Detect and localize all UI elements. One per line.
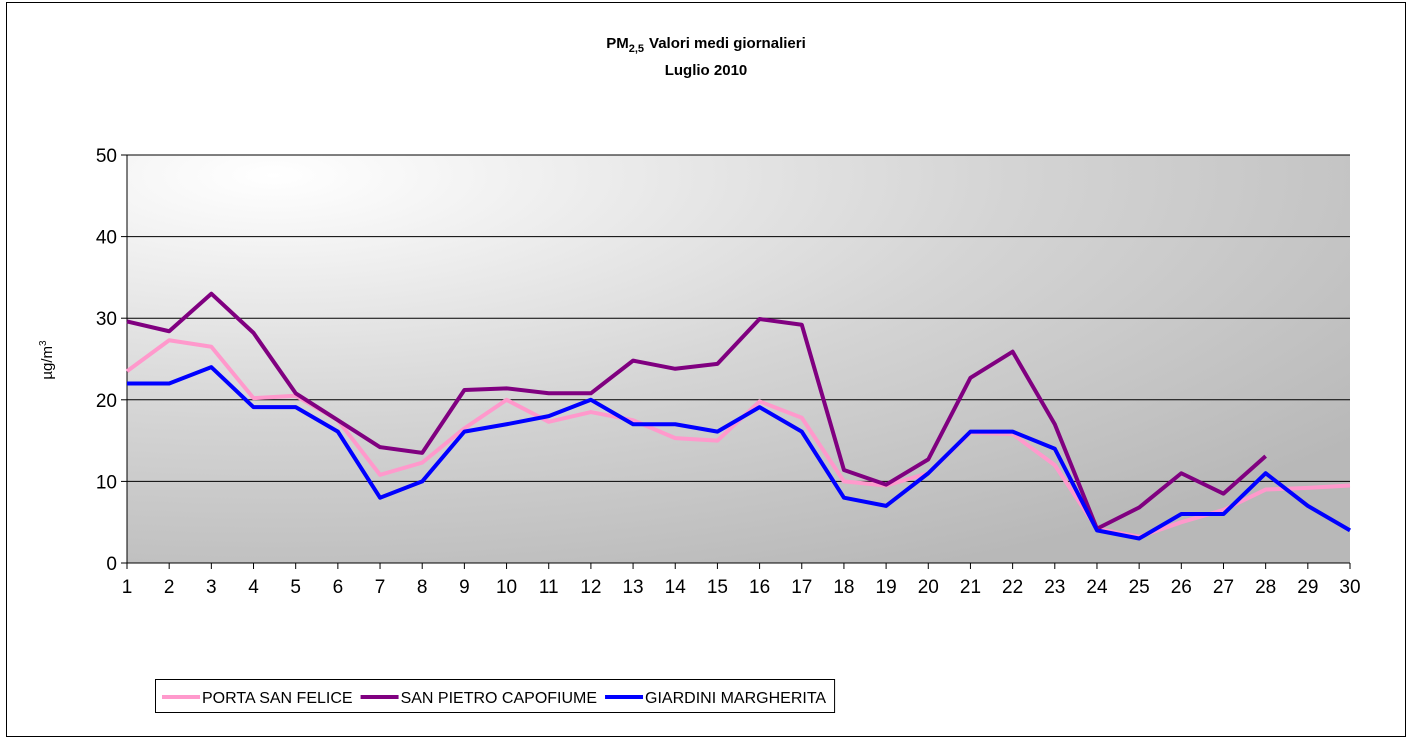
y-tick-label: 10 — [96, 472, 117, 493]
x-tick-label: 4 — [248, 577, 259, 598]
x-tick-label: 24 — [1086, 577, 1108, 598]
x-tick-label: 29 — [1297, 577, 1318, 598]
series-line — [126, 291, 1267, 531]
x-tick-label: 20 — [918, 577, 939, 598]
x-tick-label: 18 — [833, 577, 854, 598]
x-tick-label: 15 — [707, 577, 728, 598]
y-tick-label: 50 — [96, 146, 117, 167]
x-tick-label: 3 — [206, 577, 217, 598]
x-tick-label: 12 — [580, 577, 601, 598]
y-tick-label: 30 — [96, 309, 117, 330]
legend-box — [155, 679, 836, 713]
legend-label: GIARDINI MARGHERITA — [645, 690, 826, 707]
y-axis-label: µg/m3 — [38, 340, 56, 380]
x-tick-label: 6 — [333, 577, 344, 598]
chart-title: PM2,5 Valori medi giornalieri — [606, 35, 806, 55]
x-tick-label: 14 — [665, 577, 687, 598]
x-tick-label: 23 — [1044, 577, 1065, 598]
legend: PORTA SAN FELICE SAN PIETRO CAPOFIUME GIAR… — [155, 679, 836, 713]
x-tick-label: 10 — [496, 577, 517, 598]
y-tick-label: 0 — [106, 554, 117, 575]
x-tick-label: 30 — [1339, 577, 1360, 598]
x-tick-label: 16 — [749, 577, 770, 598]
plot-area — [127, 155, 1350, 563]
y-tick-label: 20 — [96, 391, 117, 412]
x-tick-label: 5 — [290, 577, 301, 598]
legend-label: SAN PIETRO CAPOFIUME — [401, 690, 597, 707]
x-tick-label: 8 — [417, 577, 428, 598]
chart-subtitle: Luglio 2010 — [665, 62, 748, 79]
x-tick-label: 11 — [539, 577, 559, 598]
legend-label: PORTA SAN FELICE — [202, 690, 353, 707]
x-tick-label: 1 — [122, 577, 133, 598]
x-tick-label: 9 — [459, 577, 470, 598]
x-tick-label: 21 — [960, 577, 981, 598]
x-tick-label: 26 — [1171, 577, 1192, 598]
x-tick-label: 28 — [1255, 577, 1276, 598]
x-tick-label: 17 — [791, 577, 812, 598]
x-tick-label: 27 — [1213, 577, 1234, 598]
x-tick-label: 22 — [1002, 577, 1023, 598]
x-tick-label: 2 — [164, 577, 175, 598]
x-tick-label: 25 — [1129, 577, 1150, 598]
series-line — [127, 365, 1352, 541]
y-tick-label: 40 — [96, 228, 117, 249]
x-tick-label: 7 — [375, 577, 386, 598]
x-tick-label: 19 — [876, 577, 897, 598]
x-tick-label: 13 — [622, 577, 643, 598]
